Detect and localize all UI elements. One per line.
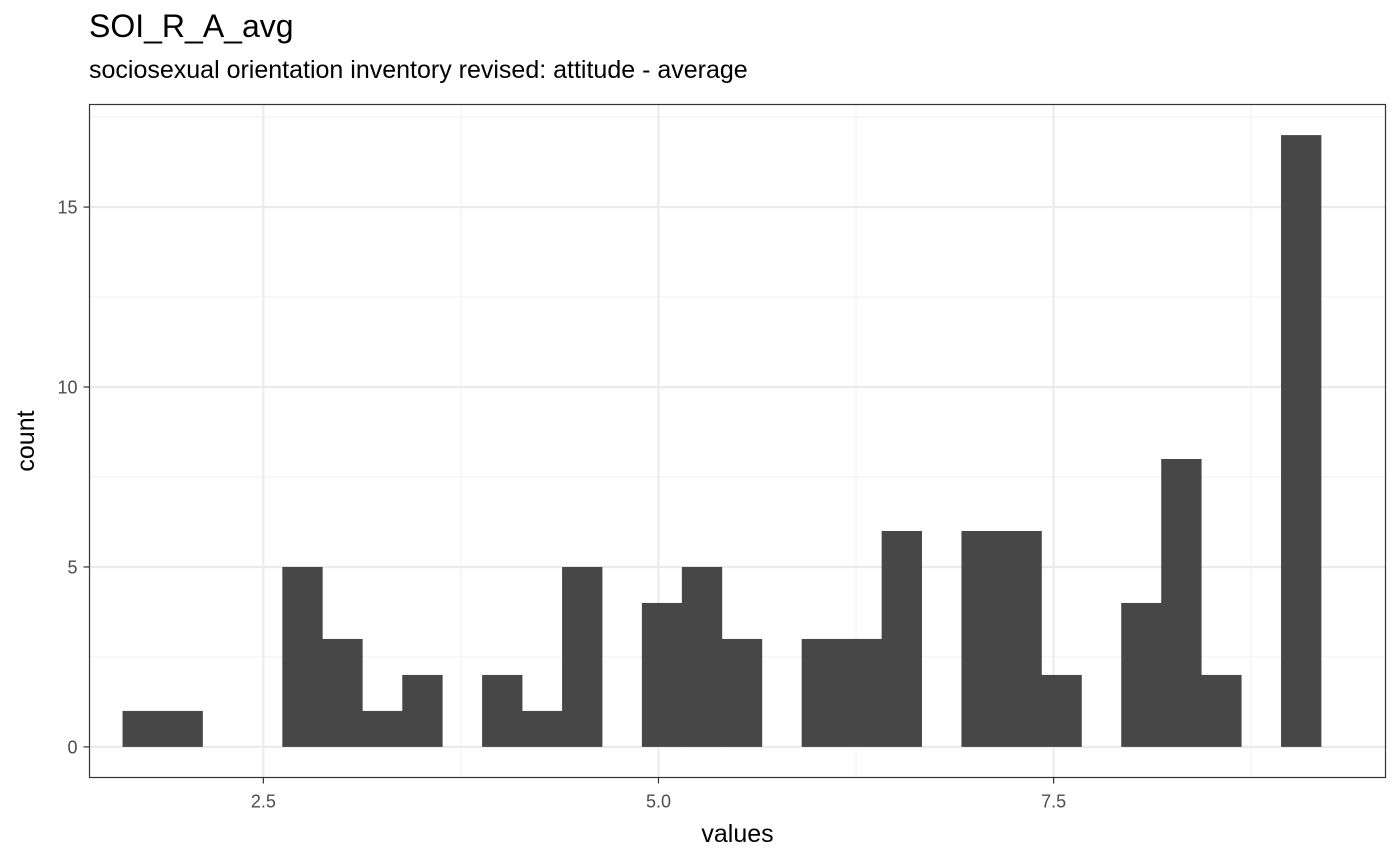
histogram-bar <box>322 638 363 747</box>
x-tick-label: 7.5 <box>1041 792 1066 812</box>
histogram-bar <box>362 710 403 747</box>
histogram-bar <box>162 710 203 747</box>
panel-border <box>88 103 1387 779</box>
histogram-bar <box>801 638 843 747</box>
histogram-bar <box>1041 674 1082 747</box>
histogram-bar <box>721 638 763 747</box>
axes: 2.5 5.0 7.5 0 5 10 15 <box>57 198 1066 812</box>
chart-subtitle: sociosexual orientation inventory revise… <box>89 56 748 84</box>
histogram-bar <box>1121 602 1162 747</box>
histogram-bar <box>881 530 922 747</box>
chart-title: SOI_R_A_avg <box>89 8 294 44</box>
histogram-bar <box>1201 674 1242 747</box>
histogram-bar <box>562 566 603 747</box>
histogram-bar <box>641 602 683 747</box>
histogram-bar <box>122 710 163 747</box>
histogram-bar <box>961 530 1002 747</box>
x-axis-title: values <box>701 820 773 848</box>
y-tick-label: 15 <box>57 198 77 218</box>
histogram-bar <box>482 674 523 747</box>
histogram-bar <box>522 710 563 747</box>
histogram-bars <box>122 135 1322 747</box>
x-tick-label: 2.5 <box>251 792 276 812</box>
histogram-bar <box>681 566 723 747</box>
y-axis-title: count <box>12 410 40 471</box>
histogram-bar <box>402 674 443 747</box>
grid-lines <box>89 104 1386 778</box>
y-tick-label: 5 <box>67 557 77 577</box>
histogram-bar <box>1281 135 1322 747</box>
x-tick-label: 5.0 <box>646 792 671 812</box>
y-tick-label: 0 <box>67 737 77 757</box>
histogram-bar <box>841 638 882 747</box>
histogram-bar <box>1001 530 1042 747</box>
histogram-bar <box>1161 458 1202 747</box>
y-tick-label: 10 <box>57 378 77 398</box>
histogram-bar <box>282 566 323 747</box>
